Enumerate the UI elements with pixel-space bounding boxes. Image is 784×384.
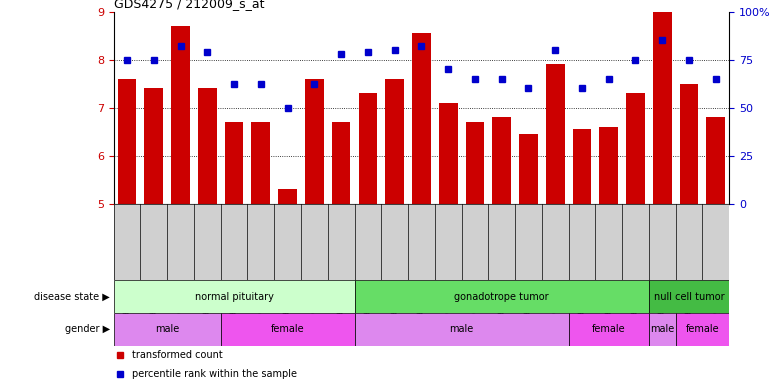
Bar <box>114 280 354 313</box>
Bar <box>221 313 354 346</box>
Text: female: female <box>592 324 626 334</box>
Bar <box>439 103 458 204</box>
Bar <box>572 129 591 204</box>
Bar <box>354 313 568 346</box>
Bar <box>568 313 649 346</box>
Bar <box>649 280 729 313</box>
Bar <box>225 122 244 204</box>
Bar <box>599 127 618 204</box>
Bar <box>354 280 649 313</box>
Bar <box>680 84 699 204</box>
Bar <box>626 93 644 204</box>
Bar <box>144 88 163 204</box>
Text: male: male <box>155 324 180 334</box>
Text: gonadotrope tumor: gonadotrope tumor <box>455 291 549 302</box>
Bar <box>305 79 324 204</box>
Text: percentile rank within the sample: percentile rank within the sample <box>132 369 297 379</box>
Text: null cell tumor: null cell tumor <box>654 291 724 302</box>
Bar <box>118 79 136 204</box>
Bar <box>492 117 511 204</box>
Text: GDS4275 / 212009_s_at: GDS4275 / 212009_s_at <box>114 0 264 10</box>
Bar <box>252 122 270 204</box>
Text: female: female <box>270 324 304 334</box>
Bar <box>546 64 564 204</box>
Bar <box>706 117 725 204</box>
Text: female: female <box>685 324 719 334</box>
Bar <box>466 122 485 204</box>
Bar <box>653 12 672 204</box>
Bar <box>171 26 190 204</box>
Text: gender ▶: gender ▶ <box>64 324 110 334</box>
Bar <box>385 79 404 204</box>
Bar <box>519 134 538 204</box>
Bar <box>358 93 377 204</box>
Text: normal pituitary: normal pituitary <box>194 291 274 302</box>
Text: male: male <box>449 324 474 334</box>
Bar <box>198 88 216 204</box>
Bar <box>278 189 297 204</box>
Text: male: male <box>650 324 674 334</box>
Text: disease state ▶: disease state ▶ <box>34 291 110 302</box>
Bar <box>332 122 350 204</box>
Bar <box>676 313 729 346</box>
Text: transformed count: transformed count <box>132 350 223 360</box>
Bar <box>412 33 430 204</box>
Bar <box>114 313 221 346</box>
Bar <box>649 313 676 346</box>
